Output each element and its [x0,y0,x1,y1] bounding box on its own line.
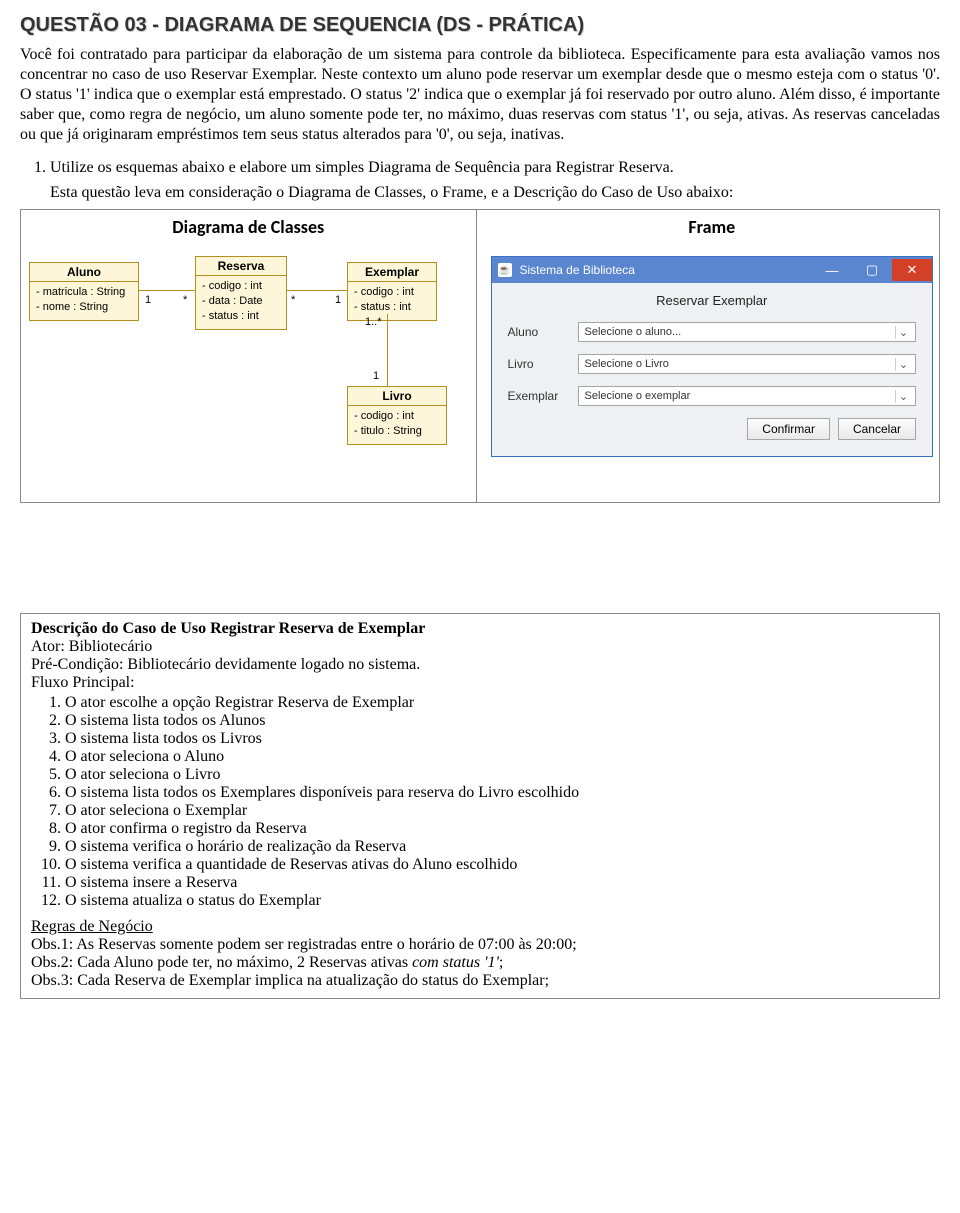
uml-attr: - titulo : String [354,424,440,439]
uml-attr: - nome : String [36,300,132,315]
uc-obs2: Obs.2: Cada Aluno pode ter, no máximo, 2… [31,954,929,972]
uc-step: O ator confirma o registro da Reserva [65,820,929,838]
form-title: Reservar Exemplar [508,293,917,308]
uc-step: O sistema verifica a quantidade de Reser… [65,856,929,874]
uc-obs2-italic: com status '1' [412,954,499,971]
uc-steps: O ator escolhe a opção Registrar Reserva… [31,694,929,910]
uc-obs2-b: ; [499,954,503,971]
uml-multiplicity: 1 [373,370,379,382]
uc-step: O sistema lista todos os Livros [65,730,929,748]
use-case-box: Descrição do Caso de Uso Registrar Reser… [20,613,940,999]
frame-panel: Frame ☕ Sistema de Biblioteca — ▢ ✕ Rese… [485,210,940,502]
close-button[interactable]: ✕ [892,259,932,281]
select-value: Selecione o Livro [585,358,669,370]
uml-class-name: Aluno [30,263,138,282]
uml-class-livro: Livro - codigo : int - titulo : String [347,386,447,445]
uml-attr: - codigo : int [354,409,440,424]
chevron-down-icon: ⌄ [895,390,911,403]
button-row: Confirmar Cancelar [508,418,917,440]
intro-paragraph: Você foi contratado para participar da e… [20,45,940,145]
uml-attr: - data : Date [202,294,280,309]
window-client: Reservar Exemplar Aluno Selecione o alun… [492,283,933,456]
field-label: Livro [508,357,578,371]
uc-title: Descrição do Caso de Uso Registrar Reser… [31,620,929,638]
frame-title: Frame [491,216,934,238]
uc-step: O sistema lista todos os Alunos [65,712,929,730]
uml-class-name: Livro [348,387,446,406]
uml-class-exemplar: Exemplar - codigo : int - status : int [347,262,437,321]
exemplar-select[interactable]: Selecione o exemplar ⌄ [578,386,917,406]
maximize-button[interactable]: ▢ [852,259,892,281]
uml-attr: - codigo : int [354,285,430,300]
uml-assoc-line [139,290,195,291]
class-diagram-title: Diagrama de Classes [27,216,470,238]
uml-class-name: Reserva [196,257,286,276]
uml-assoc-line [287,290,347,291]
uml-attr: - codigo : int [202,279,280,294]
chevron-down-icon: ⌄ [895,326,911,339]
question-1: Utilize os esquemas abaixo e elabore um … [50,159,940,177]
window-title: Sistema de Biblioteca [520,263,813,277]
question-list: Utilize os esquemas abaixo e elabore um … [20,159,940,177]
field-label: Exemplar [508,389,578,403]
cancel-button[interactable]: Cancelar [838,418,916,440]
uml-attr: - matricula : String [36,285,132,300]
question-1-sub: Esta questão leva em consideração o Diag… [50,183,940,203]
minimize-button[interactable]: — [812,259,852,281]
uc-step: O ator escolhe a opção Registrar Reserva… [65,694,929,712]
uc-precondition: Pré-Condição: Bibliotecário devidamente … [31,656,929,674]
select-value: Selecione o aluno... [585,326,682,338]
livro-select[interactable]: Selecione o Livro ⌄ [578,354,917,374]
aluno-select[interactable]: Selecione o aluno... ⌄ [578,322,917,342]
form-row-livro: Livro Selecione o Livro ⌄ [508,354,917,374]
uml-multiplicity: * [291,294,295,306]
uml-multiplicity: 1 [145,294,151,306]
uml-multiplicity: * [183,294,187,306]
field-label: Aluno [508,325,578,339]
diagrams-row: Diagrama de Classes Aluno - matricula : … [20,209,940,503]
uc-step: O ator seleciona o Aluno [65,748,929,766]
uml-attr: - status : int [202,309,280,324]
uc-step: O ator seleciona o Livro [65,766,929,784]
uml-multiplicity: 1 [335,294,341,306]
uc-step: O ator seleciona o Exemplar [65,802,929,820]
window-titlebar: ☕ Sistema de Biblioteca — ▢ ✕ [492,257,933,283]
select-value: Selecione o exemplar [585,390,691,402]
uc-obs3: Obs.3: Cada Reserva de Exemplar implica … [31,972,929,990]
uml-class-aluno: Aluno - matricula : String - nome : Stri… [29,262,139,321]
uc-step: O sistema atualiza o status do Exemplar [65,892,929,910]
uc-actor: Ator: Bibliotecário [31,638,929,656]
chevron-down-icon: ⌄ [895,358,911,371]
uml-assoc-line [387,314,388,386]
uc-step: O sistema verifica o horário de realizaç… [65,838,929,856]
form-row-exemplar: Exemplar Selecione o exemplar ⌄ [508,386,917,406]
uml-class-name: Exemplar [348,263,436,282]
intro-text: Você foi contratado para participar da e… [20,45,940,145]
uc-obs2-a: Obs.2: Cada Aluno pode ter, no máximo, 2… [31,954,412,971]
uc-step: O sistema insere a Reserva [65,874,929,892]
uml-attr: - status : int [354,300,430,315]
uc-step: O sistema lista todos os Exemplares disp… [65,784,929,802]
uml-class-reserva: Reserva - codigo : int - data : Date - s… [195,256,287,330]
java-icon: ☕ [498,263,512,277]
page-title: QUESTÃO 03 - DIAGRAMA DE SEQUENCIA (DS -… [20,14,940,37]
uc-rules-label: Regras de Negócio [31,918,929,936]
uc-obs1: Obs.1: As Reservas somente podem ser reg… [31,936,929,954]
confirm-button[interactable]: Confirmar [747,418,830,440]
uml-multiplicity: 1..* [365,316,382,328]
mock-window: ☕ Sistema de Biblioteca — ▢ ✕ Reservar E… [491,256,934,457]
uc-flow-label: Fluxo Principal: [31,674,929,692]
form-row-aluno: Aluno Selecione o aluno... ⌄ [508,322,917,342]
class-diagram-panel: Diagrama de Classes Aluno - matricula : … [21,210,477,502]
uml-canvas: Aluno - matricula : String - nome : Stri… [27,256,470,486]
